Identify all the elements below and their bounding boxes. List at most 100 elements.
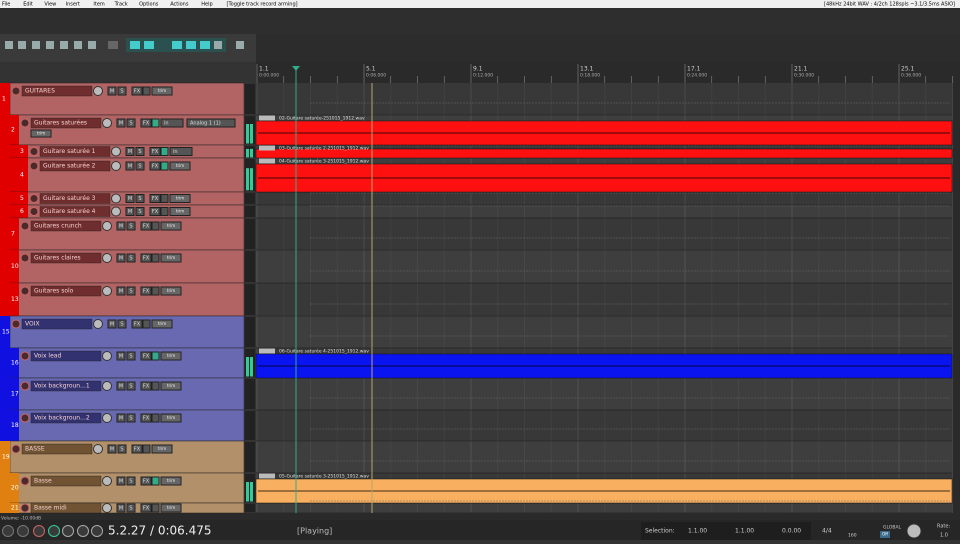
menu-item[interactable]: Edit [23, 2, 33, 8]
track-name-field[interactable] [30, 412, 102, 424]
fx-bypass[interactable] [142, 444, 151, 454]
transport-button[interactable] [2, 525, 14, 537]
fx-button[interactable] [140, 351, 152, 361]
transport-button[interactable] [33, 525, 45, 537]
solo-button[interactable] [135, 207, 145, 216]
menu-item[interactable]: File [2, 2, 10, 8]
track-name-field[interactable] [30, 117, 102, 129]
solo-button[interactable] [126, 381, 136, 391]
h-scrollbar[interactable] [256, 513, 960, 520]
icon[interactable] [88, 41, 96, 49]
transport-button[interactable] [62, 525, 74, 537]
track-name-field[interactable] [30, 220, 102, 232]
icon[interactable] [200, 41, 210, 49]
trim-button[interactable] [151, 86, 173, 96]
track-name-field[interactable] [39, 146, 111, 157]
record-arm[interactable] [11, 319, 21, 329]
fx-button[interactable] [140, 118, 152, 128]
solo-button[interactable] [135, 194, 145, 203]
global-button[interactable] [880, 531, 890, 538]
trim-button[interactable] [160, 503, 182, 513]
record-arm[interactable] [29, 161, 39, 171]
menu-item[interactable]: View [44, 2, 56, 8]
fx-button[interactable] [149, 161, 161, 171]
fx-button[interactable] [140, 221, 152, 231]
mute-button[interactable] [125, 161, 135, 171]
track-name-field[interactable] [21, 85, 93, 97]
fx-button[interactable] [140, 476, 152, 486]
track-name-field[interactable] [39, 160, 111, 172]
menu-item[interactable]: Insert [66, 2, 80, 8]
volume-knob[interactable] [102, 381, 112, 391]
volume-knob[interactable] [93, 444, 103, 454]
fx-bypass[interactable] [151, 351, 160, 361]
track-name-field[interactable] [30, 252, 102, 264]
mute-button[interactable] [125, 207, 135, 216]
record-arm[interactable] [11, 86, 21, 96]
fx-button[interactable] [149, 207, 161, 216]
menu-item[interactable]: Actions [170, 2, 189, 8]
fx-bypass[interactable] [151, 503, 160, 513]
solo-button[interactable] [126, 476, 136, 486]
trim-button[interactable] [169, 207, 191, 216]
volume-knob[interactable] [102, 503, 112, 513]
fx-bypass[interactable] [160, 147, 169, 156]
volume-knob[interactable] [111, 193, 121, 204]
transport-button[interactable] [77, 525, 89, 537]
solo-button[interactable] [117, 444, 127, 454]
solo-button[interactable] [135, 147, 145, 156]
trim-button[interactable] [151, 444, 173, 454]
mute-button[interactable] [116, 381, 126, 391]
fx-button[interactable] [149, 147, 161, 156]
icon[interactable] [214, 41, 222, 49]
solo-button[interactable] [126, 286, 136, 296]
fx-bypass[interactable] [151, 253, 160, 263]
icon[interactable] [74, 41, 82, 49]
record-arm[interactable] [20, 286, 30, 296]
trim-button[interactable] [160, 351, 182, 361]
menu-item[interactable]: Help [201, 2, 212, 8]
fx-bypass[interactable] [142, 319, 151, 329]
fx-bypass[interactable] [160, 207, 169, 216]
solo-button[interactable] [126, 413, 136, 423]
solo-button[interactable] [126, 118, 136, 128]
trim-button[interactable] [30, 129, 52, 138]
trim-button[interactable] [160, 286, 182, 296]
fx-button[interactable] [131, 444, 143, 454]
fx-bypass[interactable] [142, 86, 151, 96]
icon[interactable] [32, 41, 40, 49]
record-arm[interactable] [20, 381, 30, 391]
record-arm[interactable] [20, 253, 30, 263]
v-scrollbar[interactable] [952, 83, 960, 513]
solo-button[interactable] [117, 86, 127, 96]
record-arm[interactable] [11, 444, 21, 454]
icon[interactable] [108, 41, 118, 49]
transport-button[interactable] [48, 525, 60, 537]
track-name-field[interactable] [30, 285, 102, 297]
solo-button[interactable] [126, 221, 136, 231]
icon[interactable] [172, 41, 182, 49]
record-arm[interactable] [29, 194, 39, 203]
volume-knob[interactable] [102, 286, 112, 296]
icon[interactable] [18, 41, 26, 49]
icon[interactable] [5, 41, 13, 49]
mute-button[interactable] [107, 444, 117, 454]
volume-knob[interactable] [102, 476, 112, 486]
fx-bypass[interactable] [151, 381, 160, 391]
menu-item[interactable]: Item [93, 2, 105, 8]
mute-button[interactable] [116, 118, 126, 128]
fx-bypass[interactable] [151, 286, 160, 296]
record-arm[interactable] [20, 221, 30, 231]
track-name-field[interactable] [30, 380, 102, 392]
fx-button[interactable] [140, 286, 152, 296]
record-arm[interactable] [20, 413, 30, 423]
track-name-field[interactable] [21, 443, 93, 455]
mute-button[interactable] [116, 476, 126, 486]
mute-button[interactable] [107, 319, 117, 329]
volume-knob[interactable] [93, 86, 103, 96]
mute-button[interactable] [107, 86, 117, 96]
track-name-field[interactable] [30, 350, 102, 362]
fx-bypass[interactable] [151, 118, 160, 128]
volume-knob[interactable] [102, 413, 112, 423]
track-name-field[interactable] [21, 318, 93, 330]
